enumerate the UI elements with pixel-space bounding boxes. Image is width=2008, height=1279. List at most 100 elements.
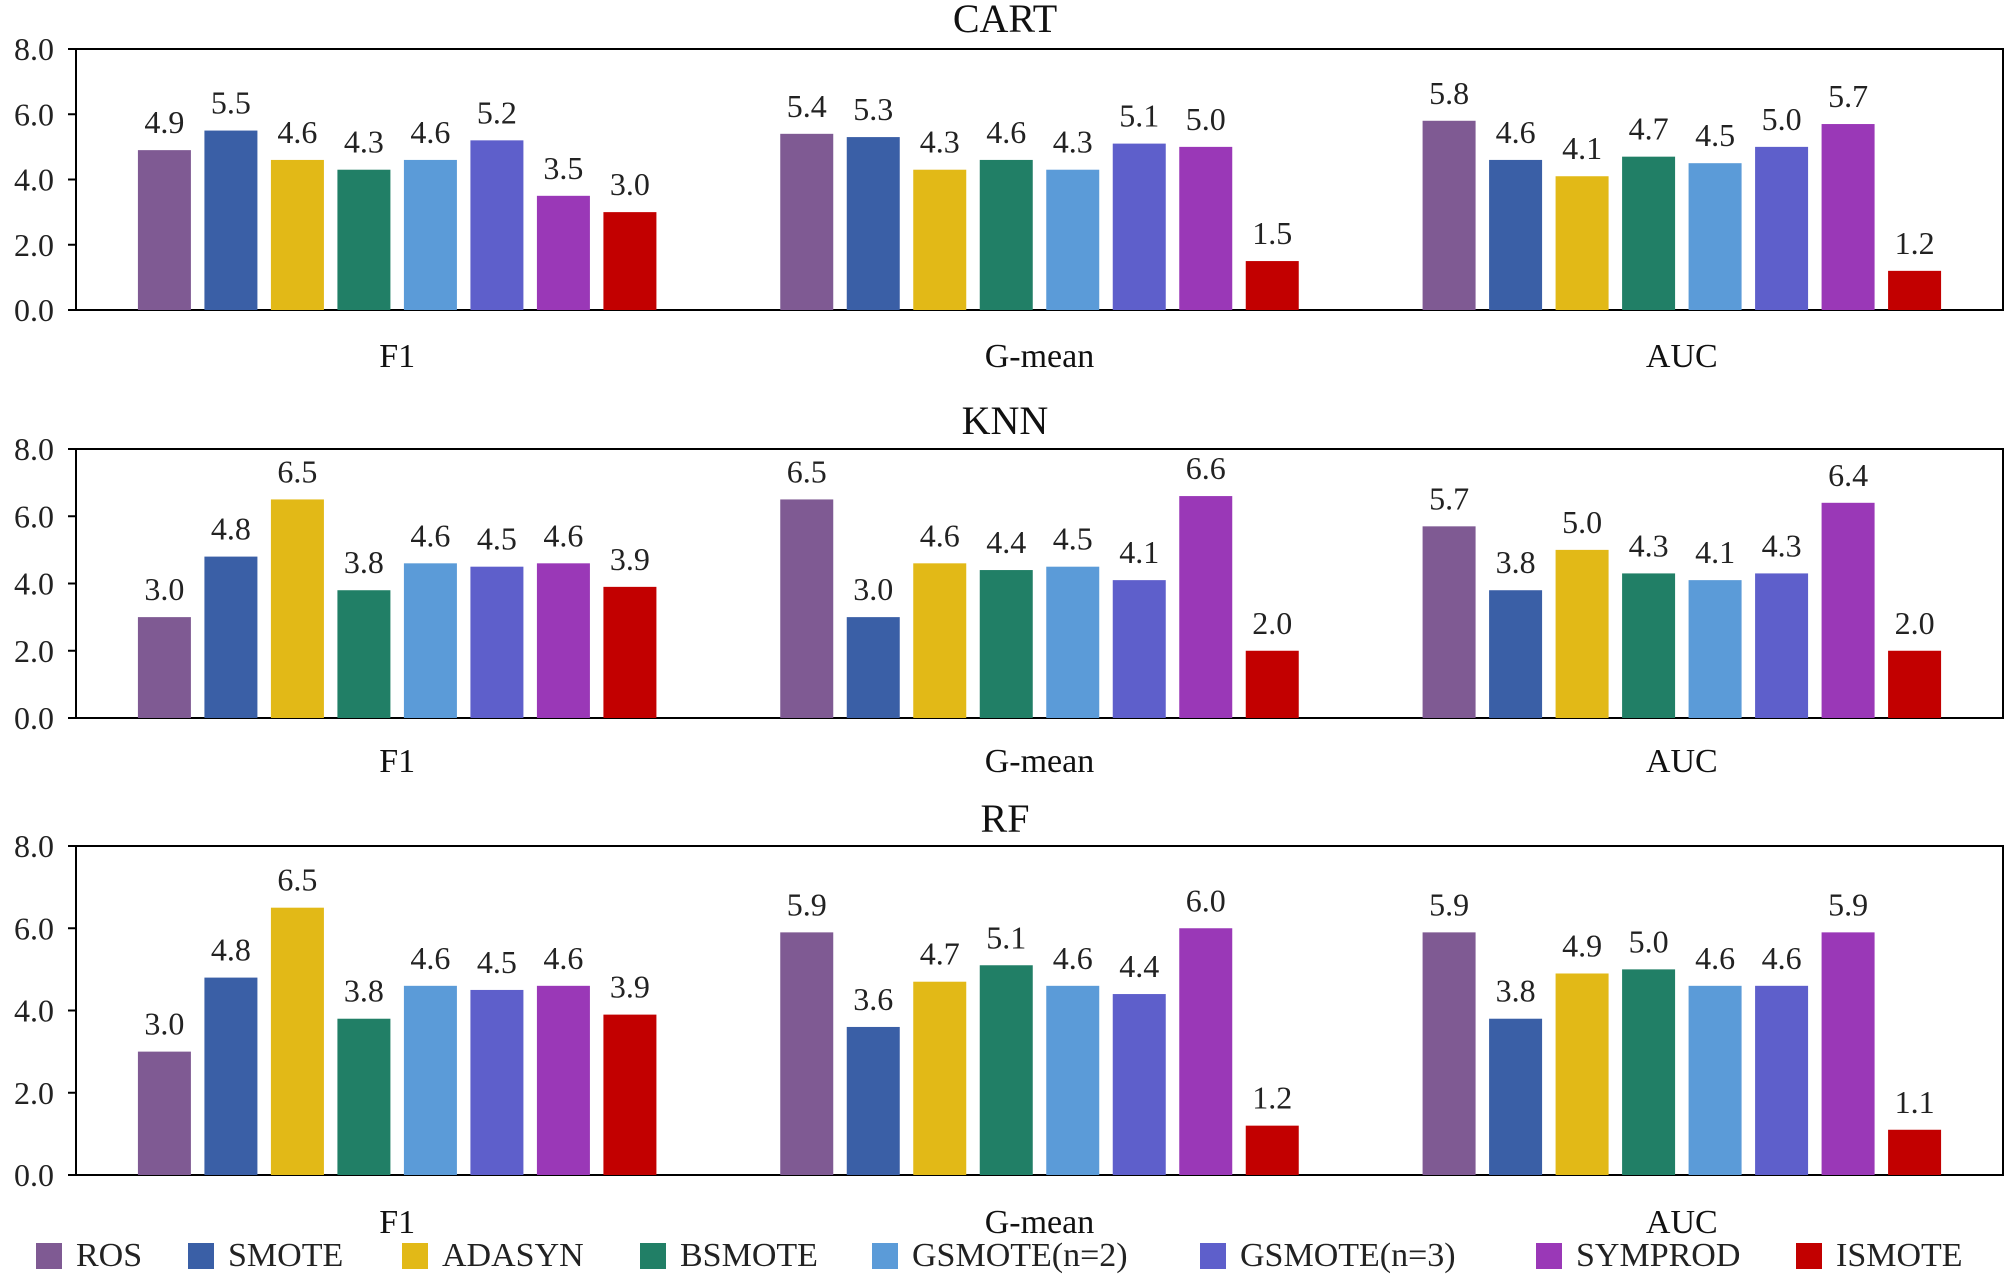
data-label: 5.3 (853, 91, 893, 127)
bar-gsmote-n-3- (470, 566, 524, 718)
bar-bsmote (337, 169, 391, 310)
bar-smote (1489, 590, 1543, 718)
bar-ismote (1888, 650, 1942, 718)
data-label: 4.4 (1119, 948, 1159, 984)
y-tick-label: 4.0 (14, 566, 54, 602)
data-label: 4.6 (410, 940, 450, 976)
data-label: 5.1 (1119, 98, 1159, 134)
bar-gsmote-n-2- (403, 985, 457, 1175)
legend-swatch (1200, 1243, 1226, 1269)
bar-smote (846, 1026, 900, 1175)
data-label: 4.3 (1629, 527, 1669, 563)
bar-smote (1489, 1018, 1543, 1175)
bar-ros (780, 133, 834, 310)
x-category-label: AUC (1646, 338, 1718, 375)
y-tick-label: 8.0 (14, 431, 54, 467)
bar-ismote (1245, 650, 1299, 718)
bar-gsmote-n-3- (1112, 994, 1166, 1175)
y-tick-label: 0.0 (14, 292, 54, 328)
bar-ismote (603, 1014, 657, 1175)
data-label: 4.1 (1695, 534, 1735, 570)
data-label: 5.2 (477, 94, 517, 130)
data-label: 4.9 (144, 104, 184, 140)
data-label: 6.5 (277, 453, 317, 489)
bar-gsmote-n-2- (1046, 566, 1100, 718)
panel-title: RF (981, 796, 1030, 841)
data-label: 4.7 (920, 936, 960, 972)
bar-gsmote-n-2- (1688, 985, 1742, 1175)
legend-item: ISMOTE (1796, 1236, 1963, 1276)
legend-label: ISMOTE (1836, 1237, 1963, 1274)
bar-ros (1422, 120, 1476, 311)
y-tick-label: 8.0 (14, 31, 54, 67)
data-label: 3.0 (144, 571, 184, 607)
legend-item: ADASYN (402, 1236, 584, 1276)
x-category-label: F1 (379, 1204, 415, 1241)
bar-gsmote-n-2- (1688, 580, 1742, 718)
legend-item: ROS (36, 1236, 142, 1276)
data-label: 3.0 (853, 571, 893, 607)
bar-bsmote (1622, 969, 1676, 1175)
bar-ros (137, 617, 191, 718)
data-label: 6.4 (1828, 457, 1868, 493)
bar-gsmote-n-2- (1688, 163, 1742, 310)
legend-swatch (1536, 1243, 1562, 1269)
data-label: 3.5 (543, 150, 583, 186)
bar-bsmote (1622, 156, 1676, 310)
bar-adasyn (270, 159, 324, 310)
bar-symprod (1821, 124, 1875, 310)
bar-ismote (603, 586, 657, 718)
legend-item: SMOTE (188, 1236, 343, 1276)
bar-adasyn (270, 907, 324, 1175)
data-label: 6.5 (787, 453, 827, 489)
bar-adasyn (270, 499, 324, 718)
data-label: 6.0 (1186, 882, 1226, 918)
bar-ros (137, 1051, 191, 1175)
data-label: 3.9 (610, 969, 650, 1005)
bar-smote (846, 617, 900, 718)
legend-swatch (402, 1243, 428, 1269)
legend-swatch (1796, 1243, 1822, 1269)
legend-item: SYMPROD (1536, 1236, 1740, 1276)
data-label: 3.0 (610, 166, 650, 202)
x-category-label: G-mean (985, 338, 1095, 375)
bar-adasyn (1555, 549, 1609, 718)
data-label: 4.6 (543, 940, 583, 976)
legend-label: SYMPROD (1576, 1237, 1741, 1274)
data-label: 5.0 (1562, 504, 1602, 540)
legend-label: ROS (76, 1237, 143, 1274)
data-label: 5.9 (1429, 886, 1469, 922)
legend-item: BSMOTE (640, 1236, 818, 1276)
data-label: 4.3 (920, 124, 960, 160)
y-tick-label: 8.0 (14, 828, 54, 864)
x-category-label: AUC (1646, 1204, 1718, 1241)
bar-gsmote-n-3- (1112, 580, 1166, 718)
data-label: 1.2 (1895, 225, 1935, 261)
bar-bsmote (337, 590, 391, 718)
legend-swatch (640, 1243, 666, 1269)
data-label: 6.5 (277, 862, 317, 898)
legend-label: GSMOTE(n=3) (1240, 1237, 1456, 1274)
bar-symprod (536, 985, 590, 1175)
bar-bsmote (979, 965, 1033, 1175)
y-tick-label: 4.0 (14, 162, 54, 198)
bar-gsmote-n-3- (1112, 143, 1166, 310)
data-label: 4.8 (211, 511, 251, 547)
y-tick-label: 0.0 (14, 1157, 54, 1193)
data-label: 5.4 (787, 88, 827, 124)
bar-ismote (1888, 1129, 1942, 1175)
y-tick-label: 2.0 (14, 1075, 54, 1111)
x-category-label: F1 (379, 338, 415, 375)
bar-bsmote (979, 570, 1033, 718)
x-category-label: F1 (379, 743, 415, 780)
data-label: 5.9 (1828, 886, 1868, 922)
data-label: 1.5 (1252, 215, 1292, 251)
bar-smote (204, 130, 258, 310)
legend-label: BSMOTE (680, 1237, 818, 1274)
data-label: 4.5 (477, 521, 517, 557)
data-label: 4.6 (410, 114, 450, 150)
bar-gsmote-n-3- (470, 140, 524, 310)
data-label: 3.0 (144, 1006, 184, 1042)
data-label: 4.1 (1562, 130, 1602, 166)
